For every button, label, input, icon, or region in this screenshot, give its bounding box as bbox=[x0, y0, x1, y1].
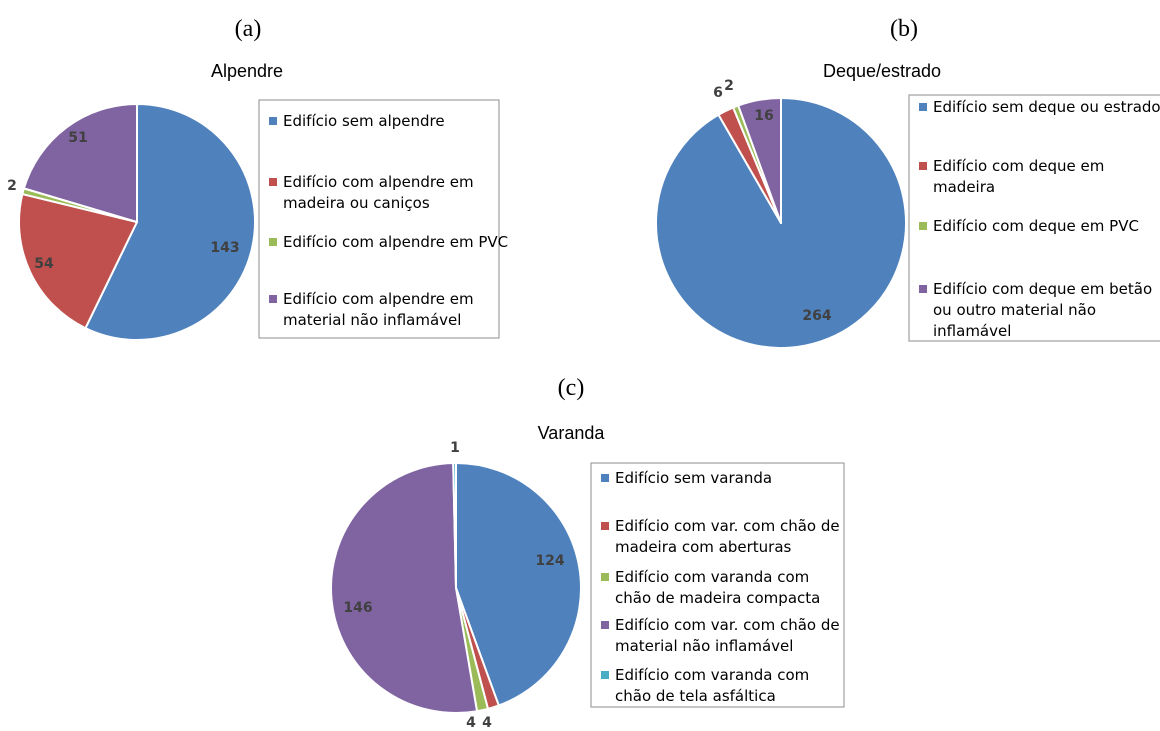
legend-box bbox=[908, 94, 1160, 342]
data-label: 1 bbox=[450, 440, 460, 456]
legend-swatch bbox=[601, 573, 609, 581]
data-label: 51 bbox=[68, 130, 87, 146]
legend-swatch bbox=[269, 117, 277, 125]
legend-swatch bbox=[601, 522, 609, 530]
legend-entry: Edifício com deque em betão ou outro mate… bbox=[933, 280, 1152, 340]
legend-swatch bbox=[269, 178, 277, 186]
legend-entry: Edifício com var. com chão de madeira com… bbox=[615, 517, 840, 556]
pie-slice bbox=[330, 462, 479, 714]
pie-slice bbox=[455, 462, 582, 707]
pie-slice bbox=[84, 103, 256, 341]
chart-title: Varanda bbox=[538, 423, 606, 443]
panel-label: (c) bbox=[558, 375, 585, 401]
legend-swatch bbox=[919, 103, 927, 111]
data-label: 146 bbox=[343, 600, 372, 616]
legend-swatch bbox=[601, 621, 609, 629]
legend-swatch bbox=[919, 222, 927, 230]
data-label: 264 bbox=[802, 308, 831, 324]
pie-slice bbox=[737, 97, 782, 224]
legend-swatch bbox=[269, 238, 277, 246]
legend-entry: Edifício com deque em madeira bbox=[933, 157, 1104, 196]
legend-entry: Edifício com deque em PVC bbox=[933, 217, 1139, 235]
legend: Edifício sem alpendre Edifício com alpend… bbox=[258, 99, 508, 339]
pie-chart-b: (b) Deque/estrado 264 6 2 16 Edifício sem dequ… bbox=[655, 16, 1160, 349]
legend-entry: Edifício com alpendre em madeira ou caniç… bbox=[283, 173, 474, 212]
legend-swatch bbox=[269, 295, 277, 303]
pie-slice bbox=[22, 103, 138, 223]
legend-box bbox=[590, 462, 845, 708]
legend-entry: Edifício com alpendre em material não inf… bbox=[283, 290, 474, 329]
legend-entry: Edifício sem deque ou estrado bbox=[933, 98, 1160, 116]
legend-entry: Edifício sem varanda bbox=[615, 469, 772, 487]
pie-chart-a: (a) Alpendre 143 54 2 51 Edifício sem alpendre… bbox=[7, 16, 508, 341]
data-label: 54 bbox=[34, 256, 54, 272]
legend: Edifício sem deque ou estrado Edifício co… bbox=[908, 94, 1160, 342]
data-label: 16 bbox=[754, 108, 773, 124]
data-label: 4 bbox=[482, 715, 492, 731]
legend-entry: Edifício com var. com chão de material nã… bbox=[615, 616, 840, 655]
pie-slice bbox=[18, 193, 138, 330]
legend: Edifício sem varanda Edifício com var. co… bbox=[590, 462, 845, 708]
data-label: 124 bbox=[535, 553, 564, 569]
data-label: 143 bbox=[210, 240, 239, 256]
panel-label: (b) bbox=[890, 16, 918, 42]
data-label: 4 bbox=[466, 715, 476, 731]
panel-label: (a) bbox=[235, 16, 262, 42]
data-label: 6 bbox=[713, 85, 723, 101]
data-label: 2 bbox=[724, 78, 734, 94]
legend-box bbox=[258, 99, 500, 339]
legend-entry: Edifício com varanda com chão de tela asf… bbox=[615, 666, 809, 705]
pie-slice bbox=[452, 461, 457, 589]
legend-swatch bbox=[601, 671, 609, 679]
legend-swatch bbox=[601, 474, 609, 482]
legend-entry: Edifício com varanda com chão de madeira … bbox=[615, 568, 820, 607]
legend-swatch bbox=[919, 162, 927, 170]
chart-title: Alpendre bbox=[211, 61, 283, 81]
legend-entry: Edifício sem alpendre bbox=[283, 112, 445, 130]
pie-slice bbox=[655, 97, 907, 349]
chart-title: Deque/estrado bbox=[823, 61, 941, 81]
legend-swatch bbox=[919, 285, 927, 293]
data-label: 2 bbox=[7, 178, 17, 194]
legend-entry: Edifício com alpendre em PVC bbox=[283, 233, 508, 251]
